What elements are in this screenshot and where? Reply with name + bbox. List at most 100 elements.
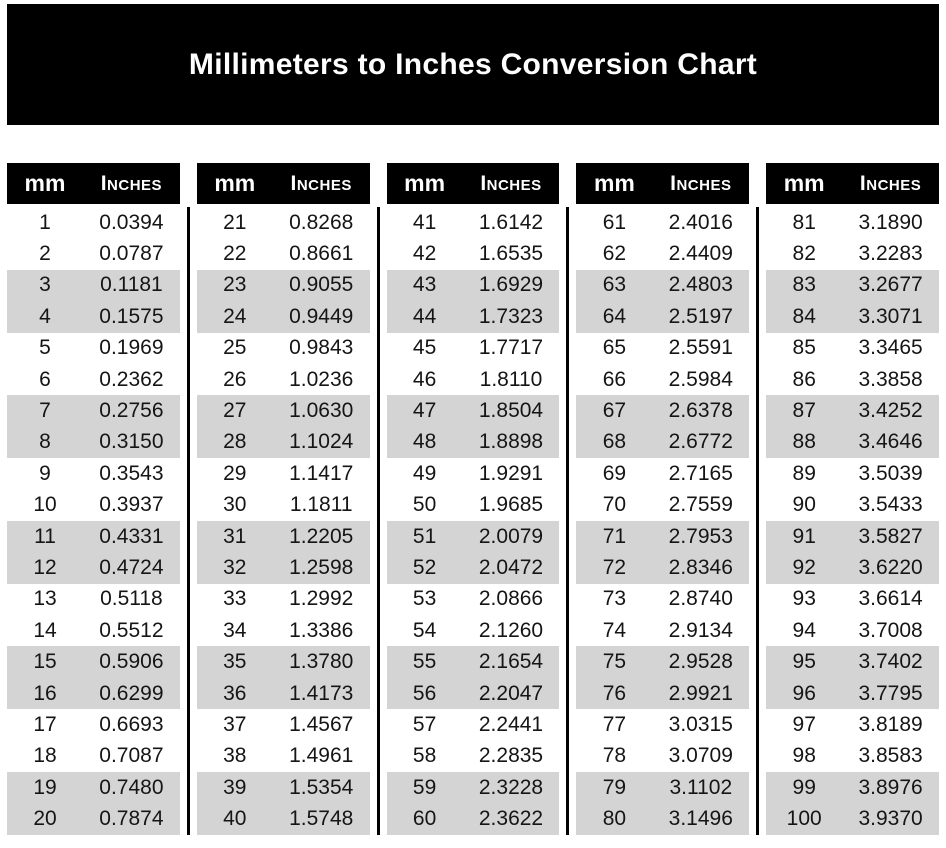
mm-value: 65	[602, 336, 627, 360]
table-row: 67 2.6378	[576, 395, 750, 427]
inches-value: 1.2598	[289, 555, 354, 579]
inches-value: 1.6142	[478, 210, 544, 234]
inches-value: 2.9528	[668, 650, 733, 674]
mm-value: 43	[412, 273, 437, 297]
mm-value: 35	[223, 650, 247, 674]
mm-value: 100	[786, 807, 822, 831]
table-row: 46 1.8110	[386, 363, 560, 396]
inches-value: 2.9921	[668, 681, 733, 705]
inches-value: 2.3622	[478, 807, 544, 831]
mm-value: 62	[602, 242, 627, 266]
inches-value: 0.2362	[99, 367, 164, 391]
mm-value: 2	[39, 242, 51, 266]
mm-value: 89	[792, 461, 816, 485]
inches-value: 0.1969	[99, 336, 164, 360]
table-row: 20 0.7874	[7, 803, 180, 835]
inches-value: 3.1102	[669, 775, 733, 799]
conversion-table-3: mm Inches 41 1.6142 42 1.6535 43 1.6929 44 1.73…	[386, 163, 560, 835]
table-row: 78 3.0709	[576, 740, 750, 773]
table-row: 43 1.6929	[386, 269, 560, 302]
table-row: 28 1.1024	[196, 426, 370, 459]
table-row: 91 3.5827	[766, 520, 939, 553]
table-row: 4 0.1575	[7, 301, 180, 333]
inches-value: 2.0472	[478, 555, 544, 579]
mm-value: 73	[602, 587, 627, 611]
inches-value: 1.7717	[478, 336, 544, 360]
inches-value: 2.7953	[668, 524, 733, 548]
col-header-mm: mm	[593, 170, 635, 196]
mm-value: 26	[223, 367, 247, 391]
table-row: 66 2.5984	[576, 363, 750, 396]
table-row: 94 3.7008	[766, 615, 939, 647]
mm-value: 7	[39, 399, 51, 423]
table-row: 59 2.3228	[386, 772, 560, 804]
table-divider	[559, 163, 576, 835]
table-body: 1 0.0394 2 0.0787 3 0.1181 4 0.1575 5 0.1969 6 0.23…	[7, 207, 180, 835]
mm-value: 76	[602, 681, 627, 705]
table-row: 12 0.4724	[7, 552, 180, 584]
mm-value: 49	[412, 461, 437, 485]
inches-value: 3.3858	[858, 367, 923, 391]
inches-value: 0.9449	[289, 304, 354, 328]
table-row: 74 2.9134	[576, 615, 750, 647]
table-row: 13 0.5118	[7, 583, 180, 616]
table-row: 24 0.9449	[196, 301, 370, 333]
inches-value: 2.5591	[668, 336, 733, 360]
col-header-mm: mm	[24, 170, 66, 196]
mm-value: 19	[33, 775, 57, 799]
table-header: mm Inches	[196, 163, 370, 204]
inches-value: 1.4961	[289, 744, 354, 768]
mm-value: 46	[412, 367, 437, 391]
mm-value: 61	[602, 210, 627, 234]
table-divider	[180, 163, 197, 835]
table-row: 49 1.9291	[386, 458, 560, 490]
table-row: 6 0.2362	[7, 363, 180, 396]
table-row: 63 2.4803	[576, 269, 750, 302]
inches-value: 1.3780	[289, 650, 354, 674]
table-row: 93 3.6614	[766, 583, 939, 616]
inches-value: 3.4252	[858, 399, 923, 423]
title-banner: Millimeters to Inches Conversion Chart	[7, 4, 939, 125]
inches-value: 0.3543	[99, 461, 164, 485]
inches-value: 3.0709	[668, 744, 733, 768]
mm-value: 77	[602, 712, 627, 736]
col-header-inches: Inches	[290, 171, 352, 195]
table-row: 71 2.7953	[576, 520, 750, 553]
table-row: 64 2.5197	[576, 301, 750, 333]
mm-value: 86	[792, 367, 816, 391]
conversion-tables: mm Inches 1 0.0394 2 0.0787 3 0.1181 4 0.1575 5 0…	[7, 163, 939, 835]
mm-value: 56	[412, 681, 437, 705]
table-row: 76 2.9921	[576, 677, 750, 710]
inches-value: 0.1575	[99, 304, 164, 328]
mm-value: 29	[223, 461, 247, 485]
mm-value: 81	[792, 210, 816, 234]
table-row: 25 0.9843	[196, 332, 370, 364]
mm-value: 68	[602, 430, 627, 454]
mm-value: 33	[223, 587, 247, 611]
inches-value: 0.2756	[99, 399, 164, 423]
inches-value: 3.0315	[668, 712, 733, 736]
mm-value: 1	[39, 210, 51, 234]
table-row: 2 0.0787	[7, 238, 180, 270]
inches-value: 3.5039	[858, 461, 923, 485]
table-row: 48 1.8898	[386, 426, 560, 459]
inches-value: 2.3228	[478, 775, 544, 799]
table-row: 83 3.2677	[766, 269, 939, 302]
table-row: 100 3.9370	[766, 803, 939, 835]
table-row: 22 0.8661	[196, 238, 370, 270]
mm-value: 4	[39, 304, 51, 328]
table-row: 81 3.1890	[766, 207, 939, 239]
table-row: 47 1.8504	[386, 395, 560, 427]
table-row: 33 1.2992	[196, 583, 370, 616]
mm-value: 27	[223, 399, 247, 423]
table-row: 54 2.1260	[386, 615, 560, 647]
table-row: 35 1.3780	[196, 646, 370, 678]
conversion-table-5: mm Inches 81 3.1890 82 3.2283 83 3.2677 84 3.30…	[766, 163, 939, 835]
inches-value: 3.7795	[858, 681, 923, 705]
table-row: 32 1.2598	[196, 552, 370, 584]
inches-value: 3.7008	[858, 618, 923, 642]
table-body: 21 0.8268 22 0.8661 23 0.9055 24 0.9449 25 0.9843…	[196, 207, 370, 835]
mm-value: 95	[792, 650, 816, 674]
table-row: 31 1.2205	[196, 520, 370, 553]
inches-value: 1.6535	[478, 242, 544, 266]
